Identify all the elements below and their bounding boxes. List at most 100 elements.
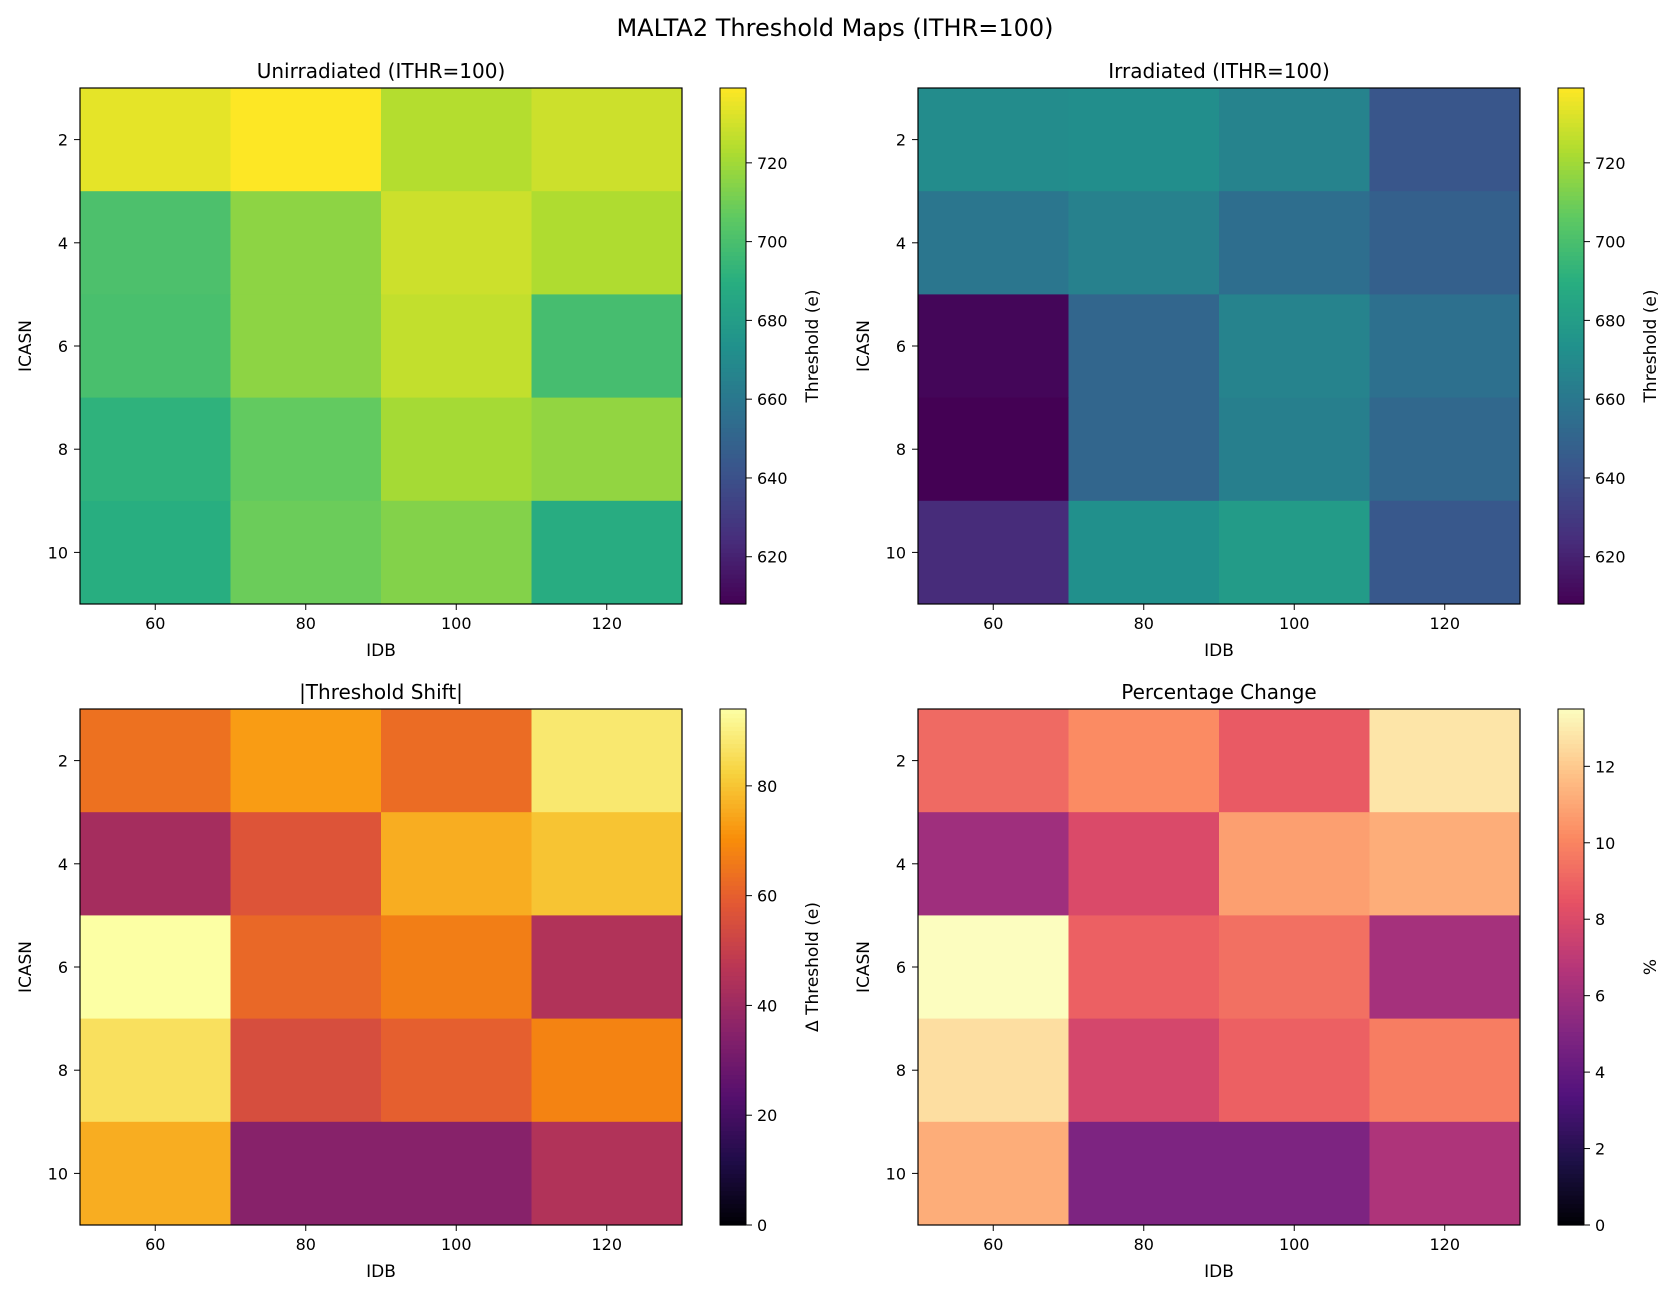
colorbar-segment [1558, 303, 1584, 308]
colorbar-segment [720, 820, 746, 826]
colorbar-segment [1558, 221, 1584, 227]
colorbar-segment [720, 354, 746, 360]
colorbar-segment [720, 341, 746, 347]
colorbar-segment [1558, 1173, 1584, 1179]
colorbar-segment [720, 462, 746, 467]
colorbar-segment [720, 730, 746, 736]
y-tick-label: 2 [896, 752, 906, 771]
colorbar-segment [1558, 135, 1584, 141]
colorbar-tick-label: 680 [1595, 311, 1626, 330]
colorbar-segment [1558, 453, 1584, 459]
colorbar-segment [1558, 1104, 1584, 1110]
colorbar-segment [720, 423, 746, 429]
colorbar-segment [1558, 958, 1584, 964]
x-tick-label: 60 [145, 1235, 165, 1254]
colorbar-segment [1558, 131, 1584, 136]
colorbar-segment [1558, 1139, 1584, 1144]
colorbar-segment [1558, 432, 1584, 437]
y-tick-label: 10 [48, 1164, 68, 1183]
colorbar-segment [720, 1044, 746, 1050]
colorbar-segment [1558, 285, 1584, 291]
colorbar-segment [720, 174, 746, 179]
colorbar-segment [720, 530, 746, 536]
colorbar-segment [720, 320, 746, 326]
colorbar-segment [720, 436, 746, 442]
heatmap-cell [1369, 294, 1521, 399]
colorbar-segment [720, 812, 746, 818]
colorbar-segment [1558, 242, 1584, 248]
colorbar-segment [1558, 898, 1584, 904]
x-tick-label: 60 [983, 614, 1003, 633]
colorbar-segment [1558, 522, 1584, 528]
colorbar-segment [720, 143, 746, 149]
heatmap-cell [1068, 397, 1220, 502]
colorbar-segment [720, 552, 746, 558]
colorbar-tick-label: 680 [757, 311, 788, 330]
colorbar-segment [1558, 414, 1584, 420]
colorbar-segment [1558, 1001, 1584, 1007]
colorbar-segment [720, 105, 746, 111]
heatmap-cell [918, 500, 1069, 605]
heatmap-cell [1068, 1121, 1220, 1226]
heatmap-cell [1369, 1018, 1521, 1123]
colorbar-segment [1558, 713, 1584, 719]
x-axis-label: IDB [1204, 641, 1234, 661]
colorbar-segment [1558, 513, 1584, 519]
colorbar-segment [720, 842, 746, 848]
heatmap-cell [80, 812, 231, 916]
heatmap-cell [80, 915, 231, 1020]
heatmap-cell [918, 88, 1069, 192]
x-tick-label: 80 [1134, 614, 1154, 633]
colorbar-segment [720, 427, 746, 433]
colorbar-segment [1558, 440, 1584, 446]
y-tick-label: 10 [48, 543, 68, 562]
colorbar-segment [1558, 967, 1584, 972]
heatmap-cell [381, 1121, 532, 1226]
colorbar-segment [1558, 1113, 1584, 1119]
colorbar-tick-label: 720 [757, 154, 788, 173]
colorbar-segment [1558, 876, 1584, 882]
colorbar-segment [720, 962, 746, 968]
colorbar-segment [1558, 885, 1584, 891]
colorbar-segment [1558, 962, 1584, 968]
colorbar-segment [720, 717, 746, 723]
heatmap-cell [80, 1018, 231, 1123]
heatmap-cell [1369, 1121, 1521, 1226]
colorbar-segment [1558, 462, 1584, 467]
colorbar-segment [1558, 863, 1584, 869]
colorbar-segment [720, 307, 746, 313]
heatmap-cell [918, 397, 1069, 502]
colorbar-segment [720, 1220, 746, 1226]
colorbar-segment [1558, 535, 1584, 541]
colorbar-segment [720, 881, 746, 886]
colorbar-segment [1558, 505, 1584, 510]
colorbar-segment [720, 1190, 746, 1196]
colorbar-segment [720, 586, 746, 592]
colorbar-segment [1558, 747, 1584, 753]
colorbar-segment [1558, 113, 1584, 119]
colorbar-segment [720, 941, 746, 947]
heatmap-cell [1219, 88, 1370, 192]
x-tick-label: 120 [1429, 614, 1460, 633]
colorbar-segment [1558, 902, 1584, 908]
colorbar-segment [1558, 363, 1584, 369]
colorbar-tick-label: 660 [1595, 390, 1626, 409]
heatmap-cell [531, 294, 683, 399]
colorbar-segment [720, 212, 746, 218]
colorbar-segment [720, 825, 746, 830]
colorbar-segment [1558, 984, 1584, 990]
colorbar-segment [1558, 350, 1584, 356]
colorbar-segment [720, 997, 746, 1002]
colorbar-segment [1558, 578, 1584, 584]
y-tick-label: 6 [896, 337, 906, 356]
heatmap-cell [1068, 88, 1220, 192]
heatmap-cell [381, 1018, 532, 1123]
colorbar-segment [1558, 1027, 1584, 1033]
colorbar-segment [720, 290, 746, 295]
x-tick-label: 120 [591, 614, 622, 633]
colorbar-segment [1558, 126, 1584, 132]
colorbar-segment [1558, 509, 1584, 515]
heatmap-cell [1219, 397, 1370, 502]
colorbar-segment [1558, 1126, 1584, 1131]
